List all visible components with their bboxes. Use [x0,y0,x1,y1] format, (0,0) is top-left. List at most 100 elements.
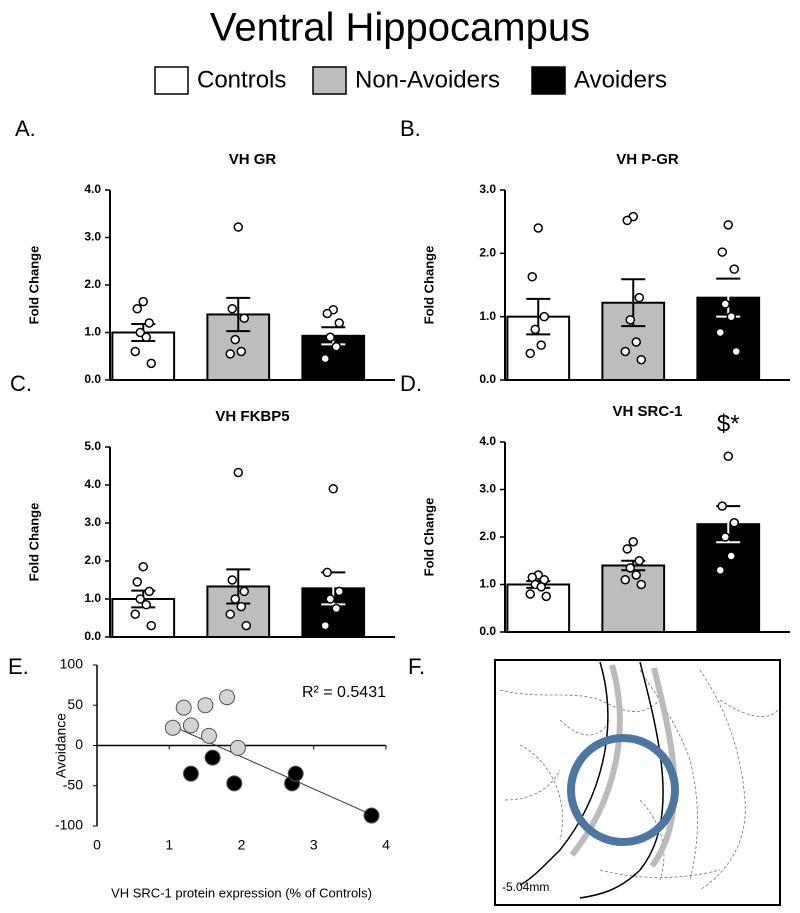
data-point [130,346,140,357]
chart-title: VH P-GR [616,151,679,168]
y-tick-label: 2.0 [84,553,101,567]
significance: $* [717,410,740,437]
annotation: R² = 0.5431 [302,684,386,701]
data-point [622,544,632,554]
y-tick-label: 0.0 [479,624,496,638]
data-point [525,348,535,359]
data-point [334,586,344,597]
x-tick-label: 4 [382,837,390,853]
data-point [229,739,246,756]
legend-swatch [312,66,347,95]
panel-f-frame [494,659,781,906]
data-point [628,537,638,547]
data-point [226,775,243,792]
y-tick-label: 0.0 [84,629,101,643]
y-tick-label: 4.0 [479,434,496,448]
data-point [729,264,739,274]
data-point [625,315,635,325]
data-point [236,346,246,357]
data-point [233,222,243,232]
data-point [322,567,332,578]
data-point [144,318,154,328]
region-circle [567,734,679,846]
data-point [539,311,549,322]
y-tick-label: 0.0 [479,372,496,386]
figure-title: Ventral Hippocampus [210,6,590,50]
data-point [144,586,154,597]
data-point [631,570,641,580]
legend-label: Non-Avoiders [355,66,500,93]
data-point [331,603,341,614]
y-tick-label: 1.0 [84,591,101,605]
data-point [225,609,235,619]
x-tick-label: 1 [165,837,173,853]
x-tick-label: 0 [93,837,101,853]
panel-letter: E. [8,654,29,679]
data-point [334,318,344,328]
data-point [720,299,730,309]
y-tick-label: 1.0 [479,577,496,591]
atlas-band [569,664,623,857]
y-tick-label: 0.0 [84,372,101,386]
data-point [620,346,630,357]
data-point [322,308,332,319]
data-point [631,337,641,347]
data-point [726,551,736,561]
data-point [634,292,644,303]
data-point [241,620,251,631]
y-tick-label: 4.0 [84,182,101,196]
data-point [527,272,537,282]
data-point [530,324,540,335]
y-tick-label: 50 [67,696,83,712]
data-point [717,247,727,257]
y-tick-label: 1.0 [479,309,496,323]
y-axis-label: Fold Change [26,246,41,325]
data-point [634,556,644,566]
data-point [729,518,739,528]
chart-title: VH GR [229,151,277,168]
x-axis-label: VH SRC-1 protein expression (% of Contro… [111,885,372,900]
y-axis-label: Fold Change [421,498,436,577]
data-point [636,354,646,365]
panel-letter: D. [400,371,422,396]
data-point [236,601,246,612]
data-point [536,582,546,592]
data-point [164,719,181,736]
data-point [138,296,148,307]
data-point [723,451,733,461]
data-point [715,565,725,575]
legend-label: Avoiders [574,66,667,93]
y-tick-label: 3.0 [84,515,101,529]
atlas-line [579,661,664,899]
data-point [197,697,214,714]
data-point [620,575,630,585]
atlas-outlines [499,669,779,891]
data-point [230,334,240,345]
y-tick-label: 2.0 [84,277,101,291]
y-axis-label: Fold Change [26,503,41,582]
x-tick-label: 3 [310,837,318,853]
data-point [130,609,140,619]
chart-title: VH SRC-1 [612,403,682,420]
legend-swatch [154,66,189,95]
y-tick-label: 2.0 [479,529,496,543]
y-axis-label: Avoidance [53,713,69,778]
data-point [636,579,646,590]
data-point [525,589,535,599]
legend-label: Controls [197,66,286,93]
data-point [625,563,635,573]
y-tick-label: 0 [75,736,83,752]
data-point [204,749,221,766]
y-axis-label: Fold Change [421,246,436,325]
data-point [287,765,304,782]
data-point [146,358,156,369]
bar [506,583,571,633]
data-point [175,699,192,716]
panel-f: -5.04mm F. [408,654,781,906]
data-point [233,467,243,478]
data-point [219,689,236,706]
data-point [200,727,217,744]
data-point [541,591,551,602]
chart-title: VH FKBP5 [215,408,289,425]
